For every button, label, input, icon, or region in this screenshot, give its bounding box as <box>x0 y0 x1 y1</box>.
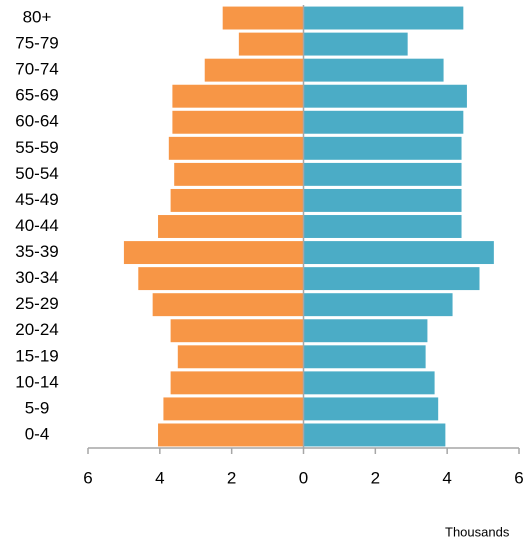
bar <box>303 267 480 291</box>
x-axis-label: Thousands <box>445 524 510 539</box>
bar <box>303 84 467 108</box>
bar <box>138 267 304 291</box>
bar <box>170 371 304 395</box>
x-tick-label: 0 <box>299 468 308 487</box>
x-tick-label: 4 <box>442 468 451 487</box>
bar <box>303 32 408 56</box>
bar <box>303 110 464 134</box>
bar <box>158 423 304 447</box>
bar <box>303 241 494 265</box>
bar <box>123 241 304 265</box>
bar <box>168 136 304 160</box>
bar <box>222 6 304 30</box>
bar <box>170 319 304 343</box>
y-tick-label: 0-4 <box>25 424 50 443</box>
y-tick-label: 55-59 <box>15 138 58 157</box>
bar <box>177 345 304 369</box>
y-tick-label: 70-74 <box>15 60 58 79</box>
x-tick-label: 6 <box>83 468 92 487</box>
bar <box>163 397 304 421</box>
y-tick-label: 25-29 <box>15 294 58 313</box>
bar <box>303 136 462 160</box>
bar <box>172 110 304 134</box>
bar <box>158 215 304 238</box>
y-tick-label: 5-9 <box>25 398 50 417</box>
bar <box>172 84 304 108</box>
x-tick-label: 2 <box>227 468 236 487</box>
bar <box>303 345 426 369</box>
bar <box>152 293 304 317</box>
y-tick-label: 75-79 <box>15 34 58 53</box>
y-tick-label: 15-19 <box>15 346 58 365</box>
bar <box>303 371 435 395</box>
bar <box>303 188 462 212</box>
y-tick-label: 40-44 <box>15 216 58 235</box>
bar <box>303 58 444 82</box>
x-tick-label: 4 <box>155 468 164 487</box>
bar <box>238 32 304 56</box>
y-tick-label: 30-34 <box>15 268 58 287</box>
x-tick-label: 2 <box>371 468 380 487</box>
y-tick-label: 10-14 <box>15 372 58 391</box>
bar <box>303 215 462 238</box>
y-tick-label: 80+ <box>23 8 52 27</box>
bar <box>170 188 304 212</box>
y-tick-label: 35-39 <box>15 242 58 261</box>
x-tick-label: 6 <box>514 468 523 487</box>
y-tick-label: 20-24 <box>15 320 58 339</box>
bar <box>303 397 439 421</box>
y-tick-label: 60-64 <box>15 112 58 131</box>
bar <box>204 58 304 82</box>
bar <box>174 162 304 186</box>
y-tick-label: 45-49 <box>15 190 58 209</box>
bar <box>303 162 462 186</box>
bar <box>303 319 428 343</box>
bar <box>303 6 464 30</box>
bar <box>303 293 453 317</box>
y-tick-label: 50-54 <box>15 164 58 183</box>
y-tick-label: 65-69 <box>15 86 58 105</box>
bar <box>303 423 446 447</box>
